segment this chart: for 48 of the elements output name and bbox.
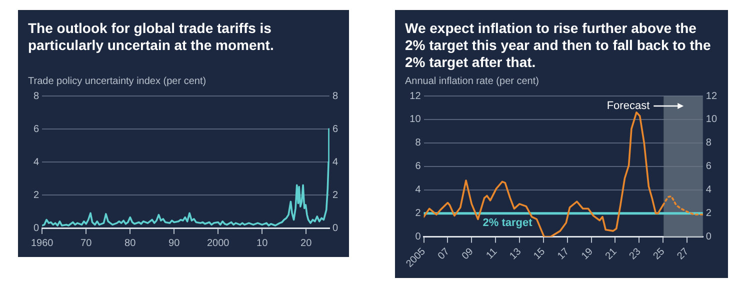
band-label: Forecast <box>606 100 650 112</box>
y2-tick-label: 2 <box>706 208 712 220</box>
y2-tick-label: 8 <box>332 90 338 102</box>
x-tick-label: 09 <box>460 246 476 262</box>
x-tick-label: 70 <box>80 238 92 249</box>
x-tick-label: 11 <box>484 246 500 262</box>
y2-tick-label: 6 <box>706 161 712 172</box>
y2-tick-label: 2 <box>332 190 338 201</box>
y2-tick-label: 6 <box>332 124 338 135</box>
y-axis-title: Annual inflation rate (per cent) <box>405 76 540 87</box>
y-tick-label: 6 <box>34 124 40 135</box>
y2-tick-label: 10 <box>706 114 718 126</box>
x-tick-label: 1960 <box>31 238 54 249</box>
y-tick-label: 2 <box>34 190 40 201</box>
y-tick-label: 10 <box>410 114 422 126</box>
y-axis-title: Trade policy uncertainty index (per cent) <box>28 76 208 87</box>
chart-title: The outlook for global trade tariffs is particularly uncertain at the moment. <box>28 20 275 55</box>
x-tick-label: 19 <box>580 246 596 262</box>
y2-tick-label: 4 <box>706 184 712 196</box>
y2-tick-label: 0 <box>706 232 712 243</box>
x-tick-label: 21 <box>604 246 620 262</box>
y2-tick-label: 12 <box>706 90 718 102</box>
x-tick-label: 20 <box>300 238 312 249</box>
y2-tick-label: 8 <box>706 138 712 149</box>
x-tick-label: 23 <box>628 246 644 262</box>
y2-tick-label: 0 <box>332 222 338 234</box>
y-tick-label: 4 <box>415 184 422 196</box>
x-tick-label: 27 <box>675 246 692 262</box>
ref-line-label: 2% target <box>482 216 533 229</box>
y-tick-label: 8 <box>34 90 40 102</box>
y-tick-label: 4 <box>34 156 40 168</box>
chart-title: We expect inflation to rise further above the 2% target this year and then to fall back to the 2% target after that. <box>405 20 712 72</box>
x-tick-label: 17 <box>556 246 572 262</box>
y2-tick-label: 4 <box>332 156 338 168</box>
x-tick-label: 25 <box>651 246 668 262</box>
x-tick-label: 13 <box>508 246 524 262</box>
x-tick-label: 2000 <box>206 238 230 249</box>
y-tick-label: 6 <box>415 161 422 172</box>
y-tick-label: 8 <box>415 138 422 149</box>
x-tick-label: 80 <box>124 238 136 249</box>
y-tick-label: 0 <box>415 232 422 243</box>
y-tick-label: 0 <box>34 222 40 234</box>
x-tick-label: 07 <box>436 246 452 262</box>
x-tick-label: 10 <box>256 238 268 249</box>
y-tick-label: 12 <box>410 90 422 102</box>
x-tick-label: 15 <box>532 246 548 262</box>
x-tick-label: 90 <box>168 238 180 249</box>
y-tick-label: 2 <box>415 208 422 220</box>
